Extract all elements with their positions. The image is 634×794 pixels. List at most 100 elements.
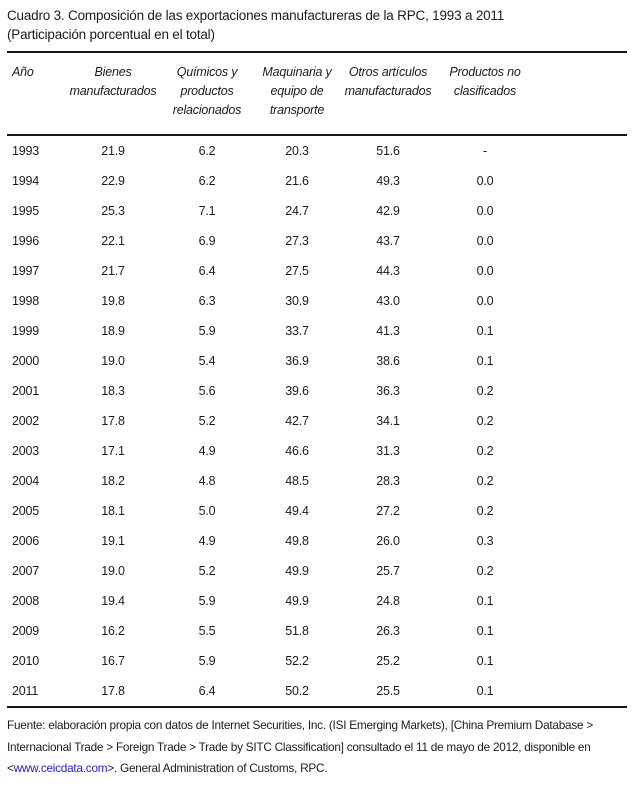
spacer-cell [535, 646, 627, 676]
table-row: 1997 21.7 6.4 27.5 44.3 0.0 [7, 256, 627, 286]
table-row: 2009 16.2 5.5 51.8 26.3 0.1 [7, 616, 627, 646]
value-cell: 19.1 [101, 534, 125, 548]
source-note: Fuente: elaboración propia con datos de … [7, 715, 627, 780]
year-cell: 1997 [12, 264, 40, 278]
year-cell: 2008 [12, 594, 40, 608]
table-subtitle: (Participación porcentual en el total) [7, 27, 215, 42]
value-cell: 16.7 [101, 654, 125, 668]
value-cell: 42.7 [285, 414, 309, 428]
spacer-cell [535, 526, 627, 556]
value-cell: 5.4 [198, 354, 216, 368]
column-header-bienes-manufacturados: Bienes manufacturados [65, 53, 161, 136]
year-cell: 1995 [12, 204, 40, 218]
value-cell: 0.0 [476, 174, 494, 188]
value-cell: 0.2 [476, 504, 494, 518]
value-cell: 5.9 [198, 654, 216, 668]
value-cell: 25.2 [376, 654, 400, 668]
value-cell: 0.1 [476, 594, 494, 608]
value-cell: 41.3 [376, 324, 400, 338]
value-cell: 17.1 [101, 444, 125, 458]
table-row: 1996 22.1 6.9 27.3 43.7 0.0 [7, 226, 627, 256]
table-caption-block: Cuadro 3. Composición de las exportacion… [7, 6, 627, 44]
value-cell: 6.4 [198, 684, 216, 698]
table-row: 1998 19.8 6.3 30.9 43.0 0.0 [7, 286, 627, 316]
table-row: 2007 19.0 5.2 49.9 25.7 0.2 [7, 556, 627, 586]
value-cell: 46.6 [285, 444, 309, 458]
year-cell: 1999 [12, 324, 40, 338]
value-cell: - [483, 144, 487, 158]
top-divider [7, 51, 627, 53]
value-cell: 48.5 [285, 474, 309, 488]
table-row: 2006 19.1 4.9 49.8 26.0 0.3 [7, 526, 627, 556]
source-text-after-link: >. General Administration of Customs, RP… [107, 761, 328, 775]
value-cell: 42.9 [376, 204, 400, 218]
value-cell: 7.1 [198, 204, 216, 218]
year-cell: 1998 [12, 294, 40, 308]
value-cell: 17.8 [101, 684, 125, 698]
value-cell: 25.3 [101, 204, 125, 218]
value-cell: 0.2 [476, 474, 494, 488]
value-cell: 36.9 [285, 354, 309, 368]
value-cell: 0.0 [476, 264, 494, 278]
year-cell: 2011 [12, 684, 39, 698]
year-cell: 2004 [12, 474, 40, 488]
value-cell: 0.0 [476, 294, 494, 308]
column-header-quimicos: Químicos y productos relacionados [161, 53, 253, 136]
column-header-year: Año [7, 53, 65, 136]
value-cell: 52.2 [285, 654, 309, 668]
spacer-cell [535, 406, 627, 436]
value-cell: 31.3 [376, 444, 400, 458]
value-cell: 0.1 [476, 624, 494, 638]
table-row: 1994 22.9 6.2 21.6 49.3 0.0 [7, 166, 627, 196]
table-row: 1993 21.9 6.2 20.3 51.6 - [7, 135, 627, 166]
value-cell: 19.0 [101, 564, 125, 578]
spacer-cell [535, 496, 627, 526]
value-cell: 49.4 [285, 504, 309, 518]
value-cell: 0.1 [476, 654, 494, 668]
value-cell: 39.6 [285, 384, 309, 398]
value-cell: 24.8 [376, 594, 400, 608]
table-body: 1993 21.9 6.2 20.3 51.6 - 1994 22.9 6.2 21.6 49.3 0… [7, 135, 627, 707]
year-cell: 2002 [12, 414, 40, 428]
spacer-cell [535, 556, 627, 586]
table-row: 2000 19.0 5.4 36.9 38.6 0.1 [7, 346, 627, 376]
value-cell: 16.2 [101, 624, 125, 638]
year-cell: 1993 [12, 144, 40, 158]
value-cell: 26.0 [376, 534, 400, 548]
value-cell: 44.3 [376, 264, 400, 278]
spacer-cell [535, 256, 627, 286]
value-cell: 0.2 [476, 414, 494, 428]
year-cell: 2001 [12, 384, 40, 398]
value-cell: 5.2 [198, 564, 216, 578]
exports-composition-table: Año Bienes manufacturados Químicos y pro… [7, 53, 627, 708]
value-cell: 51.6 [376, 144, 400, 158]
value-cell: 18.3 [101, 384, 125, 398]
value-cell: 17.8 [101, 414, 125, 428]
table-row: 2002 17.8 5.2 42.7 34.1 0.2 [7, 406, 627, 436]
value-cell: 5.9 [198, 594, 216, 608]
value-cell: 5.9 [198, 324, 216, 338]
value-cell: 30.9 [285, 294, 309, 308]
value-cell: 0.2 [476, 384, 494, 398]
year-cell: 1996 [12, 234, 40, 248]
value-cell: 22.9 [101, 174, 125, 188]
column-header-otros-articulos: Otros artículos manufacturados [341, 53, 435, 136]
value-cell: 6.2 [198, 174, 216, 188]
spacer-cell [535, 436, 627, 466]
value-cell: 22.1 [101, 234, 125, 248]
value-cell: 50.2 [285, 684, 309, 698]
table-title: Cuadro 3. Composición de las exportacion… [7, 8, 505, 23]
table-header-row: Año Bienes manufacturados Químicos y pro… [7, 53, 627, 136]
value-cell: 4.8 [198, 474, 216, 488]
spacer-cell [535, 226, 627, 256]
source-link[interactable]: www.ceicdata.com [13, 761, 108, 775]
value-cell: 19.0 [101, 354, 125, 368]
value-cell: 21.6 [285, 174, 309, 188]
value-cell: 19.8 [101, 294, 125, 308]
value-cell: 0.0 [476, 234, 494, 248]
year-cell: 2010 [12, 654, 40, 668]
value-cell: 5.5 [198, 624, 216, 638]
spacer-cell [535, 196, 627, 226]
spacer-cell [535, 586, 627, 616]
